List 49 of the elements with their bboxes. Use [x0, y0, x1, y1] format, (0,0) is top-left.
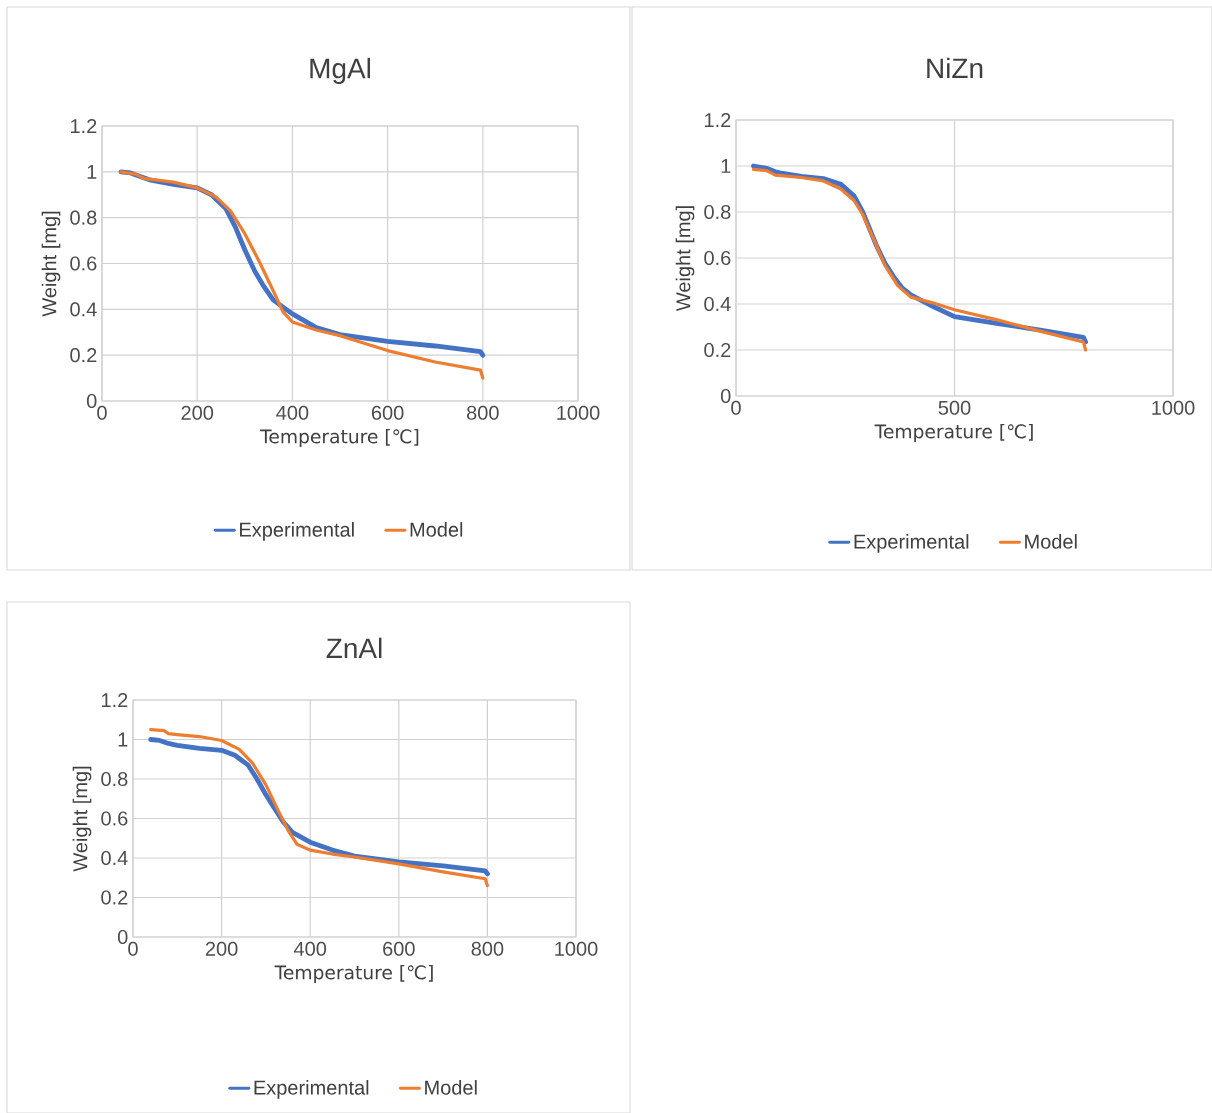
y-tick-label: 0.8 — [70, 210, 97, 225]
y-tick-label: 0.2 — [101, 890, 128, 905]
y-tick-label: 0.4 — [704, 296, 731, 312]
y-tick-label: 1.2 — [102, 693, 128, 707]
x-axis-title: Temperature [℃] — [260, 429, 419, 448]
y-tick-label: 0.2 — [704, 342, 731, 358]
x-tick-label: 0 — [128, 941, 138, 956]
y-tick-label: 0.6 — [70, 256, 97, 271]
y-tick-label: 0.4 — [70, 302, 97, 317]
x-tick-label: 800 — [471, 941, 504, 956]
x-tick-label: 600 — [383, 941, 415, 956]
y-tick-label: 0.4 — [101, 850, 128, 866]
x-tick-label: 400 — [293, 941, 327, 956]
y-tick-label: 1 — [87, 164, 97, 179]
y-tick-label: 0.6 — [101, 811, 128, 826]
legend-label: Experimental — [240, 522, 354, 541]
legend-label: Experimental — [254, 1080, 369, 1099]
chart-title: NiZn — [927, 57, 983, 78]
y-axis-title: Weight [mg] — [41, 211, 61, 317]
y-tick-label: 0 — [720, 388, 731, 404]
x-axis-title: Temperature [℃] — [874, 424, 1033, 443]
y-tick-label: 0 — [117, 929, 128, 945]
y-tick-label: 0.8 — [101, 771, 128, 787]
legend-label: Model — [410, 522, 463, 537]
x-tick-label: 600 — [371, 405, 404, 420]
x-tick-label: 200 — [205, 941, 238, 956]
y-axis-title: Weight [mg] — [72, 766, 92, 872]
chart-title: ZnAl — [326, 637, 382, 658]
y-tick-label: 0.6 — [704, 250, 731, 266]
legend-label: Model — [1025, 534, 1077, 549]
y-tick-label: 1 — [118, 732, 128, 747]
chart-title: MgAl — [310, 57, 371, 84]
x-tick-label: 500 — [938, 400, 971, 415]
legend-label: Model — [425, 1080, 477, 1095]
x-tick-label: 200 — [181, 405, 214, 420]
x-tick-label: 1000 — [555, 941, 598, 956]
y-tick-label: 1.2 — [705, 113, 731, 127]
x-tick-label: 1000 — [557, 405, 600, 420]
x-tick-label: 1000 — [1152, 400, 1195, 415]
legend-label: Experimental — [854, 534, 969, 553]
x-tick-label: 800 — [467, 405, 499, 420]
y-tick-label: 0.2 — [70, 348, 97, 363]
x-tick-label: 0 — [731, 400, 741, 415]
y-tick-label: 1.2 — [71, 119, 97, 133]
y-tick-label: 0.8 — [704, 204, 731, 220]
y-axis-title: Weight [mg] — [675, 206, 695, 312]
x-axis-title: Temperature [℃] — [274, 965, 433, 984]
y-tick-label: 1 — [721, 159, 731, 173]
x-tick-label: 400 — [276, 405, 309, 420]
